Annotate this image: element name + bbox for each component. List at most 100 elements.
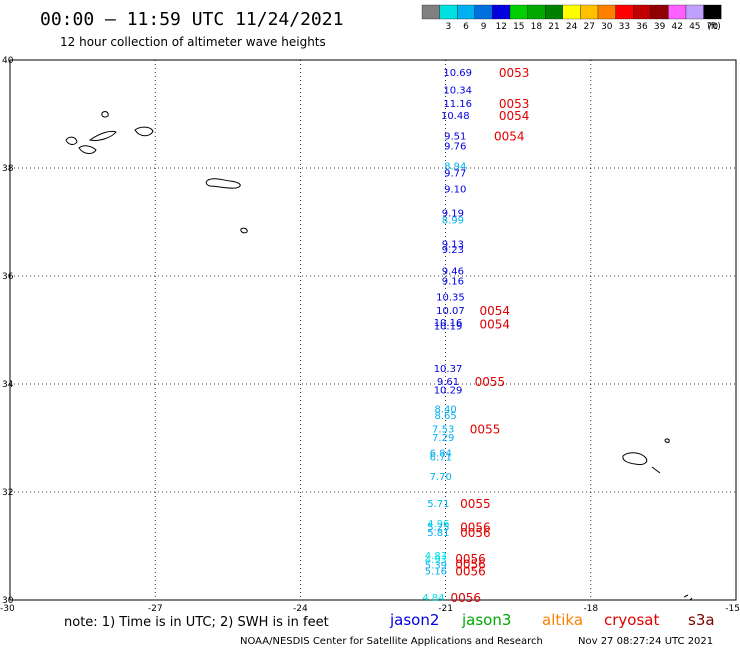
note-text: note: 1) Time is in UTC; 2) SWH is in fe… <box>64 615 329 630</box>
swh-value: 7.70 <box>430 472 452 483</box>
grid-lines <box>10 60 736 600</box>
swh-value: 4.83 <box>425 551 447 562</box>
x-tick-label: -27 <box>148 604 163 614</box>
swh-value: 9.77 <box>444 168 466 179</box>
plot-frame <box>9 59 737 601</box>
legend-swatch <box>703 4 722 20</box>
swh-value: 9.10 <box>444 185 466 196</box>
swh-value: 4.93 <box>425 555 447 566</box>
y-tick-label: 40 <box>2 56 14 66</box>
x-tick-label: -21 <box>438 604 453 614</box>
legend-swatch <box>650 4 669 20</box>
satellite-cryosat: cryosat <box>604 611 659 629</box>
legend-label: 27 <box>583 22 594 32</box>
swh-value: 10.16 <box>434 318 463 329</box>
swh-value: 5.71 <box>427 499 449 510</box>
swh-value: 9.13 <box>442 240 464 251</box>
swh-value: 8.99 <box>442 215 464 226</box>
island-outlines <box>65 111 693 601</box>
time-label: 0053 <box>499 66 530 80</box>
x-tick-label: -15 <box>725 604 740 614</box>
legend-swatch <box>509 4 528 20</box>
swh-value: 8.65 <box>434 411 456 422</box>
footer-credit: NOAA/NESDIS Center for Satellite Applica… <box>240 636 543 647</box>
swh-value: 7.53 <box>432 424 454 435</box>
legend-swatch <box>527 4 546 20</box>
satellite-jason3: jason3 <box>461 611 511 629</box>
legend-swatch <box>439 4 458 20</box>
x-tick-label: -18 <box>583 604 598 614</box>
island-corvo <box>101 111 109 118</box>
swh-value: 9.23 <box>442 245 464 256</box>
swh-value: 7.29 <box>432 433 454 444</box>
swh-value: 10.69 <box>443 68 472 79</box>
swh-value: 5.81 <box>427 528 449 539</box>
y-tick-label: 34 <box>2 380 14 390</box>
legend-swatch <box>633 4 651 20</box>
island-flores <box>65 136 78 145</box>
swh-value: 8.40 <box>434 404 456 415</box>
legend-swatch <box>492 4 511 20</box>
swh-value: 10.19 <box>434 322 463 333</box>
island-faial <box>78 145 97 154</box>
swh-value: 10.37 <box>434 364 463 375</box>
y-tick-label: 36 <box>2 272 14 282</box>
legend-label: 3 <box>446 22 452 32</box>
y-tick-label: 32 <box>2 488 13 498</box>
satellite-s3a: s3a <box>688 611 715 629</box>
x-tick-label: -24 <box>293 604 308 614</box>
axis-ticks: -30 -27 -24 -21 -18 -15 30 32 34 36 38 40 <box>0 56 740 614</box>
time-label: 0054 <box>494 130 525 144</box>
time-label: 0056 <box>455 557 486 571</box>
legend-unit: (ft) <box>707 22 721 32</box>
time-labels: 0053005300540054005400540055005500550056… <box>450 66 529 605</box>
legend-label: 21 <box>548 22 559 32</box>
swh-value: 10.48 <box>441 111 470 122</box>
swh-value: 4.96 <box>427 519 449 530</box>
island-santa-maria <box>240 227 248 234</box>
satellite-altika: altika <box>542 611 583 629</box>
time-label: 0054 <box>499 109 530 123</box>
swh-value: 10.34 <box>443 86 472 97</box>
swh-value: 5.39 <box>425 560 447 571</box>
legend-swatch <box>668 4 687 20</box>
time-label: 0056 <box>460 526 491 540</box>
map-title: 00:00 – 11:59 UTC 11/24/2021 <box>40 9 343 30</box>
legend-swatch <box>685 4 704 20</box>
y-tick-label: 30 <box>2 596 14 606</box>
legend-label: 18 <box>531 22 543 32</box>
time-label: 0053 <box>499 97 530 111</box>
island-sao-jorge <box>134 126 154 137</box>
swh-value: 9.16 <box>442 276 464 287</box>
swh-value: 9.19 <box>442 208 464 219</box>
time-label: 0054 <box>479 318 510 332</box>
time-label: 0056 <box>450 591 481 605</box>
legend-label: 9 <box>481 22 487 32</box>
swh-value: 10.29 <box>434 385 463 396</box>
legend-swatch <box>457 4 475 20</box>
legend-label: 15 <box>513 22 524 32</box>
swh-value: 5.16 <box>425 566 447 577</box>
time-label: 0055 <box>470 422 501 436</box>
time-label: 0055 <box>475 375 506 389</box>
island-porto-santo <box>664 438 670 443</box>
legend-label: 39 <box>654 22 666 32</box>
time-label: 0054 <box>479 304 510 318</box>
legend-swatch <box>474 4 493 20</box>
legend-label: 30 <box>601 22 613 32</box>
legend-label: 42 <box>671 22 682 32</box>
swh-value: 4.84 <box>422 593 444 604</box>
swh-value: 5.25 <box>427 523 449 534</box>
map-subtitle: 12 hour collection of altimeter wave hei… <box>60 35 326 49</box>
swh-value: 10.07 <box>436 306 465 317</box>
legend-label: 33 <box>619 22 630 32</box>
x-tick-label: -30 <box>0 604 15 614</box>
legend-swatch <box>545 4 563 20</box>
swh-value: 10.35 <box>436 293 465 304</box>
time-label: 0056 <box>460 521 491 535</box>
legend-label: 6 <box>463 22 469 32</box>
swh-value: 11.16 <box>443 99 472 110</box>
swh-value: 6.71 <box>430 452 452 463</box>
